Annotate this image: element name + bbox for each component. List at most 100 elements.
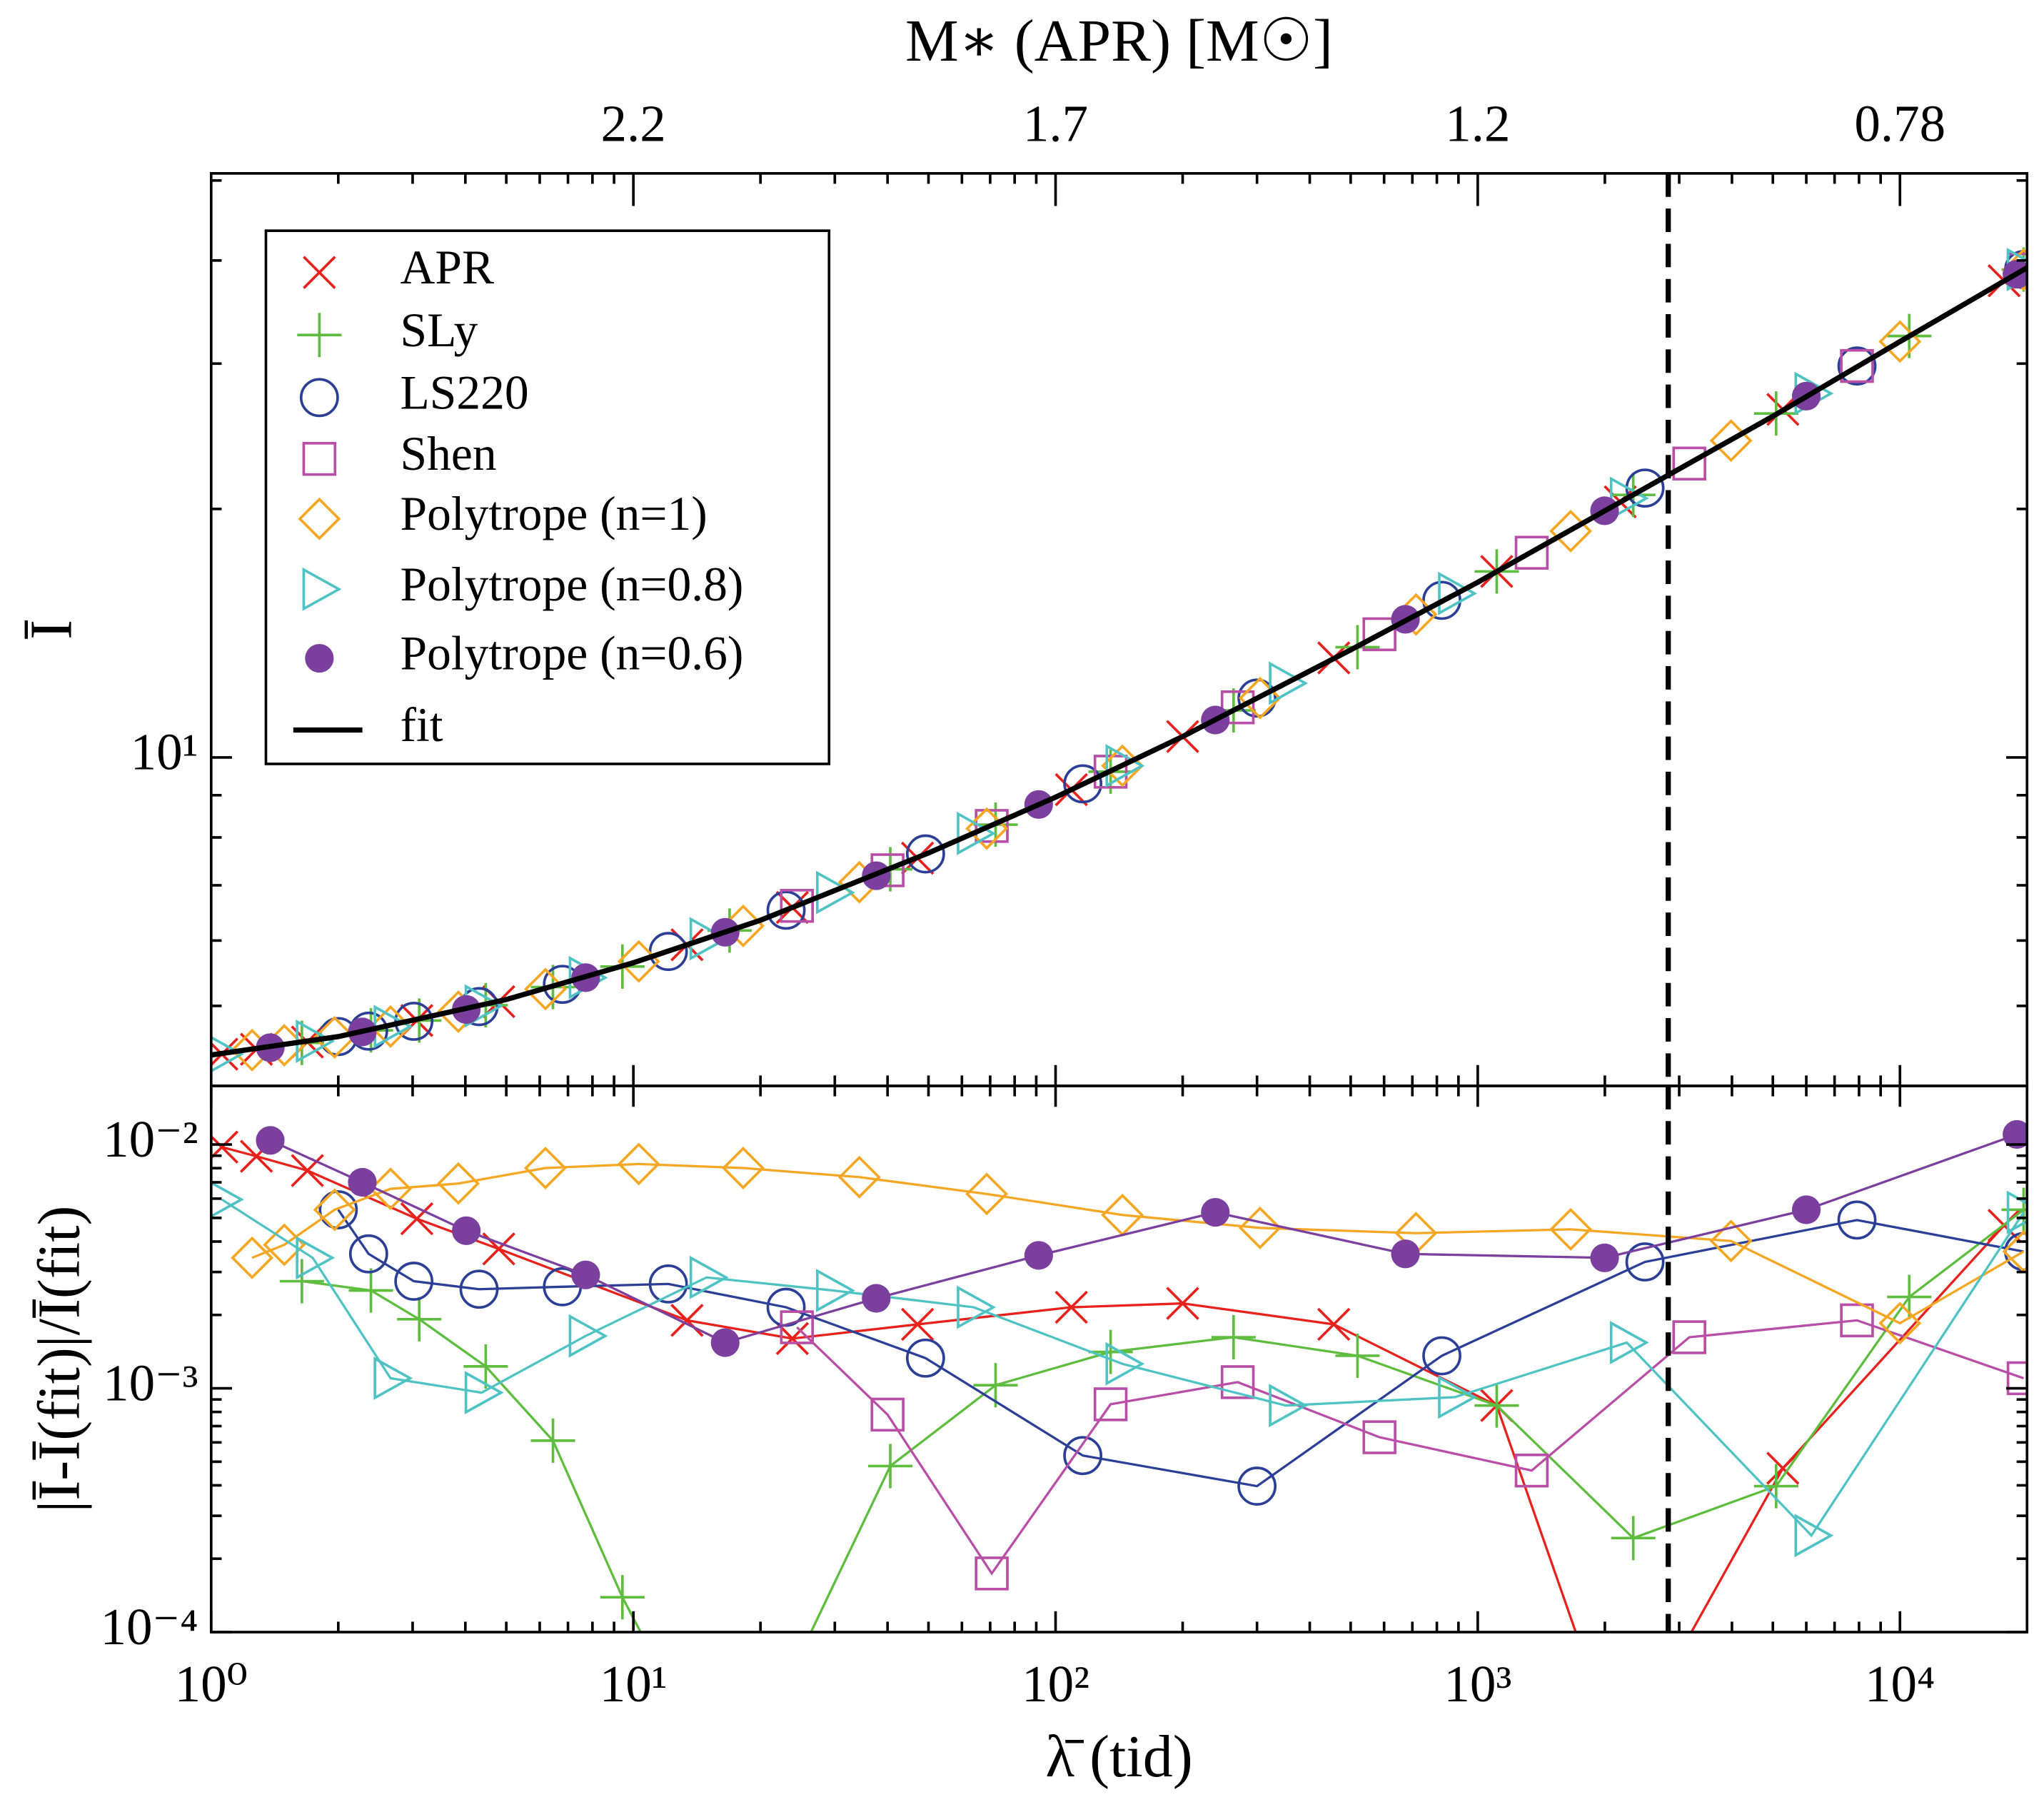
marker-plus (973, 1363, 1018, 1408)
marker-square (1840, 1303, 1874, 1338)
marker-diamond (617, 1142, 660, 1186)
legend-label: LS220 (401, 366, 529, 419)
marker-circle (766, 890, 806, 930)
plot-area (211, 1119, 2028, 1633)
marker-triangle (1438, 571, 1478, 615)
legend-label: APR (401, 241, 494, 294)
marker-triangle (1105, 1342, 1145, 1386)
x2-tick-label: 0.78 (1854, 95, 1945, 153)
marker-x (1766, 1451, 1800, 1485)
marker-plus (530, 1418, 575, 1463)
marker-square (2006, 1361, 2028, 1396)
y-axis-label: Ī (19, 620, 85, 640)
y-axis-label: |Ī-Ī(fit)|/Ī(fit) (26, 1206, 93, 1513)
fit-line (211, 265, 2028, 1058)
x2-tick-label: 2.2 (601, 95, 666, 153)
marker-plus (348, 1268, 393, 1313)
marker-square (1362, 617, 1396, 652)
marker-plus (463, 1344, 508, 1389)
marker-triangle (1438, 1375, 1478, 1419)
marker-dot (710, 1328, 740, 1357)
marker-square (1514, 1453, 1549, 1488)
marker-triangle (815, 870, 855, 915)
marker-circle (1837, 1200, 1877, 1240)
marker-plus (1335, 1333, 1380, 1379)
x-axis-label: λ̄ (tid) (1045, 1723, 1192, 1790)
marker-circle (1837, 346, 1877, 386)
legend-label: Polytrope (n=0.8) (401, 558, 744, 611)
plot-frame (209, 1084, 2029, 1634)
marker-circle (394, 1262, 434, 1301)
marker-dot (1024, 1241, 1053, 1270)
marker-x (1054, 1290, 1088, 1324)
legend-label: fit (401, 698, 443, 752)
legend-swatch (302, 567, 342, 611)
series-line (301, 1209, 2025, 1633)
x2-tick-label: 1.7 (1023, 95, 1088, 153)
marker-diamond (437, 1162, 480, 1205)
marker-triangle (211, 1181, 244, 1218)
marker-triangle (296, 1236, 336, 1280)
marker-diamond (313, 1016, 356, 1059)
x-tick-label: 10² (1022, 1655, 1089, 1713)
marker-square (780, 889, 814, 923)
marker-triangle (373, 1356, 413, 1400)
series-line (251, 1162, 2025, 1325)
marker-diamond (1549, 1207, 1593, 1251)
marker-diamond (524, 1147, 567, 1189)
marker-x (1316, 1307, 1351, 1342)
marker-triangle (464, 1371, 504, 1415)
marker-circle (1063, 764, 1103, 804)
marker-diamond (313, 1188, 356, 1232)
x-tick-label: 10⁴ (1865, 1655, 1935, 1713)
marker-plus (1211, 1314, 1256, 1360)
marker-x (1166, 1287, 1199, 1320)
marker-triangle (1794, 1514, 1834, 1558)
marker-square (975, 1556, 1009, 1591)
marker-triangle (815, 1269, 855, 1313)
marker-triangle (568, 1314, 608, 1358)
marker-plus (867, 1444, 913, 1489)
marker-square (1093, 755, 1128, 789)
series-line (796, 1319, 2025, 1576)
y-tick-label: 10⁻³ (103, 1354, 198, 1411)
marker-circle (318, 1190, 358, 1229)
plot-area (211, 247, 2028, 1073)
y-tick-label: 10¹ (131, 723, 198, 781)
marker-triangle (211, 1035, 244, 1073)
marker-diamond (231, 1236, 274, 1279)
marker-dot (452, 1216, 481, 1245)
marker-triangle (957, 811, 997, 855)
legend-box (264, 229, 831, 765)
marker-square (1672, 446, 1706, 481)
legend-swatch (297, 313, 342, 358)
marker-square (1514, 535, 1549, 570)
legend-label: Polytrope (n=0.6) (401, 627, 744, 680)
marker-diamond (369, 1167, 413, 1211)
marker-square (870, 1397, 905, 1432)
marker-triangle (1269, 1384, 1309, 1428)
marker-x (900, 1307, 935, 1342)
series-line (337, 1209, 2024, 1488)
marker-x (291, 1154, 324, 1187)
series-line (269, 1133, 2018, 1344)
marker-circle (905, 1338, 945, 1378)
x2-tick-label: 1.2 (1445, 95, 1510, 153)
marker-triangle (689, 1255, 729, 1299)
legend-swatch (302, 441, 337, 476)
x2-axis-label: M∗ (APR) [M☉] (905, 8, 1333, 74)
marker-square (1840, 348, 1874, 383)
marker-circle (648, 1264, 688, 1304)
marker-circle (1422, 1336, 1461, 1376)
marker-diamond (1709, 1219, 1753, 1263)
marker-triangle (1269, 661, 1309, 705)
marker-circle (1237, 1466, 1277, 1506)
y-tick-label: 10⁻² (103, 1110, 198, 1168)
legend-swatch (305, 643, 334, 673)
legend-label: Shen (401, 427, 497, 480)
x-tick-label: 10⁰ (175, 1655, 248, 1713)
marker-dot (1590, 1243, 1619, 1272)
legend-swatch (298, 497, 341, 540)
legend-swatch (303, 256, 336, 289)
